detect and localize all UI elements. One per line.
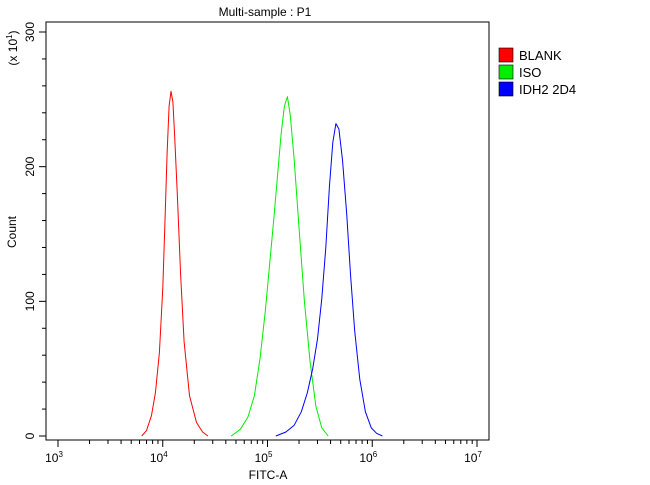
x-tick-exp: 4	[163, 450, 168, 459]
x-tick-exp: 6	[373, 450, 378, 459]
x-tick-base: 10	[150, 451, 164, 465]
x-tick-base: 10	[359, 451, 373, 465]
y-axis-ticks: 0 100 200 300	[23, 22, 46, 439]
legend-label-iso: ISO	[519, 65, 541, 80]
x-tick-label: 105	[255, 450, 273, 465]
x-tick-label: 104	[150, 450, 168, 465]
y-tick-label: 200	[23, 156, 37, 176]
y-multiplier-exp: 1	[5, 34, 14, 39]
x-tick-exp: 3	[58, 450, 63, 459]
x-tick-base: 10	[464, 451, 478, 465]
x-tick-base: 10	[45, 451, 59, 465]
series-line-idh2-2d4	[275, 123, 383, 437]
y-tick-label: 100	[23, 291, 37, 311]
x-tick-exp: 5	[268, 450, 273, 459]
y-multiplier-label: (x 101)	[5, 30, 20, 65]
x-tick-label: 106	[359, 450, 377, 465]
plot-frame	[45, 21, 490, 441]
legend: BLANK ISO IDH2 2D4	[498, 47, 576, 97]
y-multiplier-base: (x 10	[6, 39, 20, 66]
chart-title: Multi-sample : P1	[219, 5, 312, 19]
x-tick-exp: 7	[477, 450, 482, 459]
legend-swatch-iso	[498, 64, 514, 80]
x-axis-label: FITC-A	[249, 468, 288, 482]
y-tick-label: 300	[23, 22, 37, 42]
y-tick-label: 0	[23, 432, 37, 439]
legend-swatch-idh2	[498, 81, 514, 97]
y-multiplier-close: )	[6, 30, 20, 34]
x-axis-ticks: 103 104 105 106 107	[45, 440, 482, 465]
series-layer	[141, 90, 383, 437]
series-line-blank	[141, 90, 209, 437]
x-tick-base: 10	[255, 451, 269, 465]
y-axis-label: Count	[5, 215, 19, 248]
series-line-iso	[230, 96, 329, 437]
legend-label-blank: BLANK	[519, 48, 562, 63]
legend-swatch-blank	[498, 47, 514, 63]
x-tick-label: 107	[464, 450, 482, 465]
x-tick-label: 103	[45, 450, 63, 465]
legend-label-idh2: IDH2 2D4	[519, 82, 576, 97]
